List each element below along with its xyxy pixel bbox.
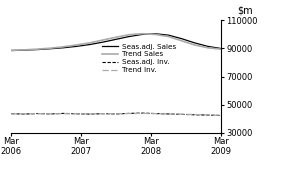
Trend Inv.	[101, 113, 105, 115]
Line: Seas.adj. Inv.: Seas.adj. Inv.	[11, 113, 221, 115]
Trend Inv.	[141, 112, 144, 114]
Seas.adj. Sales	[180, 38, 183, 40]
Seas.adj. Sales	[101, 41, 105, 43]
Seas.adj. Sales	[75, 45, 78, 47]
Trend Inv.	[154, 113, 157, 115]
Trend Inv.	[206, 114, 209, 116]
Trend Sales	[62, 46, 65, 48]
Trend Sales	[36, 48, 39, 50]
Trend Sales	[10, 49, 13, 51]
Trend Inv.	[193, 114, 196, 116]
Trend Inv.	[114, 113, 118, 115]
Trend Sales	[219, 48, 222, 50]
Seas.adj. Sales	[88, 44, 91, 46]
Seas.adj. Inv.	[180, 113, 183, 115]
Seas.adj. Sales	[127, 36, 131, 38]
Trend Inv.	[127, 113, 131, 115]
Seas.adj. Inv.	[114, 113, 118, 115]
Trend Inv.	[23, 113, 26, 115]
Trend Sales	[141, 33, 144, 35]
Seas.adj. Inv.	[75, 113, 78, 115]
Seas.adj. Inv.	[206, 114, 209, 116]
Seas.adj. Sales	[49, 48, 52, 50]
Seas.adj. Inv.	[193, 114, 196, 116]
Seas.adj. Inv.	[36, 113, 39, 115]
Trend Inv.	[180, 113, 183, 115]
Seas.adj. Sales	[167, 34, 170, 36]
Seas.adj. Sales	[114, 38, 118, 40]
Trend Sales	[114, 36, 118, 38]
Text: $m: $m	[237, 6, 253, 16]
Trend Sales	[193, 44, 196, 46]
Seas.adj. Inv.	[101, 113, 105, 115]
Line: Trend Inv.: Trend Inv.	[11, 113, 221, 115]
Trend Inv.	[36, 113, 39, 115]
Trend Sales	[101, 39, 105, 41]
Trend Sales	[88, 42, 91, 44]
Seas.adj. Inv.	[127, 112, 131, 114]
Trend Inv.	[167, 113, 170, 115]
Seas.adj. Inv.	[167, 113, 170, 115]
Trend Inv.	[219, 114, 222, 116]
Trend Inv.	[88, 113, 91, 115]
Seas.adj. Sales	[62, 47, 65, 49]
Seas.adj. Inv.	[10, 113, 13, 115]
Seas.adj. Sales	[10, 49, 13, 52]
Seas.adj. Sales	[154, 33, 157, 35]
Seas.adj. Sales	[219, 47, 222, 49]
Seas.adj. Inv.	[141, 112, 144, 114]
Seas.adj. Inv.	[154, 113, 157, 115]
Trend Inv.	[49, 113, 52, 115]
Seas.adj. Inv.	[49, 113, 52, 115]
Trend Sales	[127, 34, 131, 36]
Trend Sales	[23, 49, 26, 51]
Seas.adj. Sales	[36, 49, 39, 51]
Line: Trend Sales: Trend Sales	[11, 34, 221, 50]
Trend Sales	[206, 47, 209, 49]
Trend Sales	[49, 47, 52, 49]
Seas.adj. Sales	[206, 45, 209, 47]
Trend Sales	[167, 36, 170, 38]
Trend Sales	[75, 44, 78, 46]
Seas.adj. Inv.	[23, 113, 26, 115]
Seas.adj. Sales	[141, 33, 144, 36]
Line: Seas.adj. Sales: Seas.adj. Sales	[11, 34, 221, 50]
Trend Sales	[154, 33, 157, 36]
Seas.adj. Inv.	[88, 113, 91, 115]
Seas.adj. Sales	[193, 42, 196, 44]
Seas.adj. Inv.	[219, 114, 222, 116]
Seas.adj. Sales	[23, 49, 26, 51]
Trend Inv.	[75, 113, 78, 115]
Trend Sales	[180, 40, 183, 42]
Legend: Seas.adj. Sales, Trend Sales, Seas.adj. Inv., Trend Inv.: Seas.adj. Sales, Trend Sales, Seas.adj. …	[99, 41, 179, 76]
Trend Inv.	[10, 113, 13, 115]
Seas.adj. Inv.	[62, 112, 65, 114]
Trend Inv.	[62, 113, 65, 115]
